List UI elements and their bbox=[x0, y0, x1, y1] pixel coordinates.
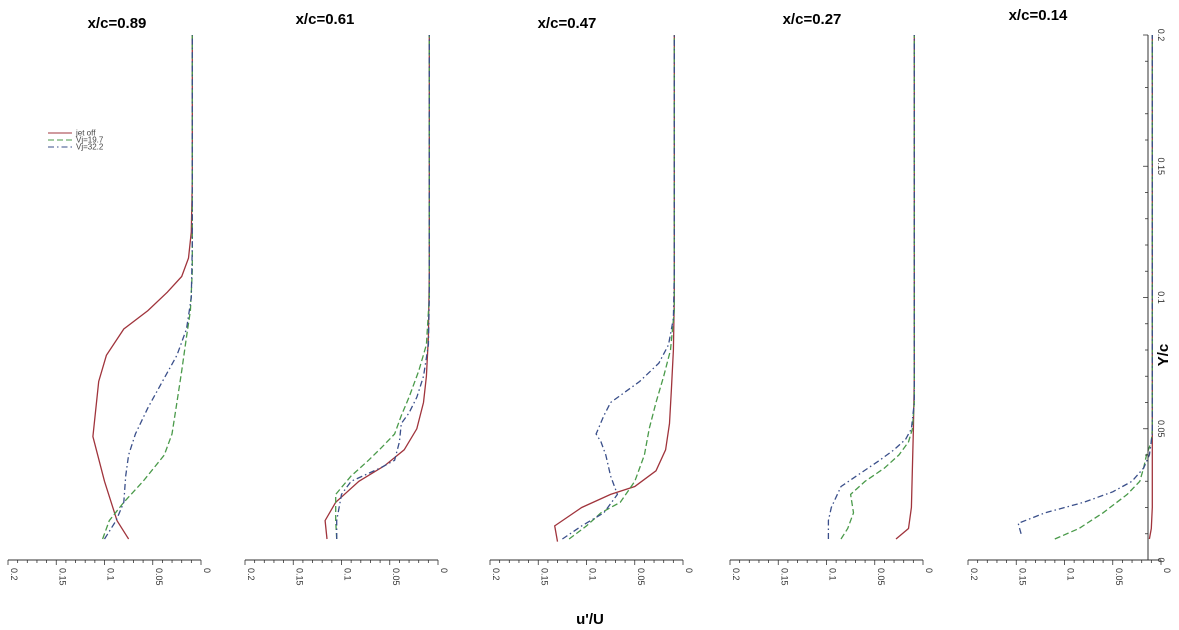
x-tick-label: 0.2 bbox=[491, 568, 501, 581]
series-line bbox=[568, 35, 675, 540]
x-tick-label: 0.1 bbox=[828, 568, 838, 581]
x-tick-label: 0.05 bbox=[154, 568, 164, 586]
series-line bbox=[840, 35, 915, 540]
series-line bbox=[101, 35, 193, 540]
panel-title: x/c=0.14 bbox=[1009, 7, 1068, 24]
panel: x/c=0.27 0.2 0.15 0.1 0.05 0 bbox=[729, 11, 934, 586]
x-tick-label: 0 bbox=[1162, 568, 1172, 573]
series-line bbox=[324, 35, 430, 540]
panel-title: x/c=0.61 bbox=[296, 11, 355, 28]
y-axis: 0 0.05 0.1 0.15 0.2 bbox=[1143, 29, 1166, 563]
series-line bbox=[336, 35, 430, 539]
legend-label: Vj=32.2 bbox=[76, 143, 104, 152]
x-tick-label: 0.2 bbox=[969, 568, 979, 581]
x-tick-label: 0.05 bbox=[1114, 568, 1124, 586]
x-axis-title: u'/U bbox=[576, 611, 604, 628]
x-tick-label: 0 bbox=[684, 568, 694, 573]
y-tick-label: 0 bbox=[1156, 557, 1166, 562]
legend-label: Vj=19.7 bbox=[76, 136, 104, 145]
series-line bbox=[103, 35, 193, 540]
series-line bbox=[562, 35, 675, 540]
panel-title: x/c=0.47 bbox=[538, 15, 597, 32]
x-tick-label: 0.2 bbox=[9, 568, 19, 581]
panel: x/c=0.61 0.2 0.15 0.1 0.05 0 bbox=[244, 11, 449, 586]
panels: x/c=0.89 0.2 0.15 0.1 0.05 0 x/c=0.61 0.2 0.15 0.… bbox=[7, 7, 1172, 586]
x-tick-label: 0.15 bbox=[539, 568, 549, 586]
series-line bbox=[92, 35, 193, 540]
x-tick-label: 0.15 bbox=[1017, 568, 1027, 586]
x-tick-label: 0.1 bbox=[106, 568, 116, 581]
y-tick-label: 0.1 bbox=[1156, 291, 1166, 304]
panel: x/c=0.89 0.2 0.15 0.1 0.05 0 bbox=[7, 15, 212, 586]
y-axis-title: Y/c bbox=[1155, 344, 1172, 367]
series-line bbox=[895, 35, 915, 540]
series-line bbox=[1017, 35, 1153, 534]
series-line bbox=[335, 35, 430, 540]
y-tick-label: 0.15 bbox=[1156, 157, 1166, 175]
x-tick-label: 0.15 bbox=[779, 568, 789, 586]
x-tick-label: 0.15 bbox=[294, 568, 304, 586]
panel-title: x/c=0.89 bbox=[88, 15, 147, 32]
legend-label: jet off bbox=[75, 129, 96, 138]
panel: x/c=0.14 0.2 0.15 0.1 0.05 0 bbox=[967, 7, 1172, 586]
x-tick-label: 0.1 bbox=[588, 568, 598, 581]
series-line bbox=[553, 35, 675, 542]
x-tick-label: 0.1 bbox=[1066, 568, 1076, 581]
x-tick-label: 0.2 bbox=[246, 568, 256, 581]
x-tick-label: 0.05 bbox=[876, 568, 886, 586]
y-tick-label: 0.05 bbox=[1156, 420, 1166, 438]
x-tick-label: 0.05 bbox=[636, 568, 646, 586]
x-tick-label: 0.15 bbox=[57, 568, 67, 586]
x-tick-label: 0 bbox=[439, 568, 449, 573]
x-tick-label: 0.2 bbox=[731, 568, 741, 581]
series-line bbox=[827, 35, 915, 539]
series-line bbox=[1054, 35, 1153, 540]
x-tick-label: 0 bbox=[202, 568, 212, 573]
x-tick-label: 0.05 bbox=[391, 568, 401, 586]
x-tick-label: 0.1 bbox=[343, 568, 353, 581]
y-tick-label: 0.2 bbox=[1156, 29, 1166, 42]
panel: x/c=0.47 0.2 0.15 0.1 0.05 0 bbox=[489, 15, 694, 586]
panel-title: x/c=0.27 bbox=[783, 11, 842, 28]
x-tick-label: 0 bbox=[924, 568, 934, 573]
